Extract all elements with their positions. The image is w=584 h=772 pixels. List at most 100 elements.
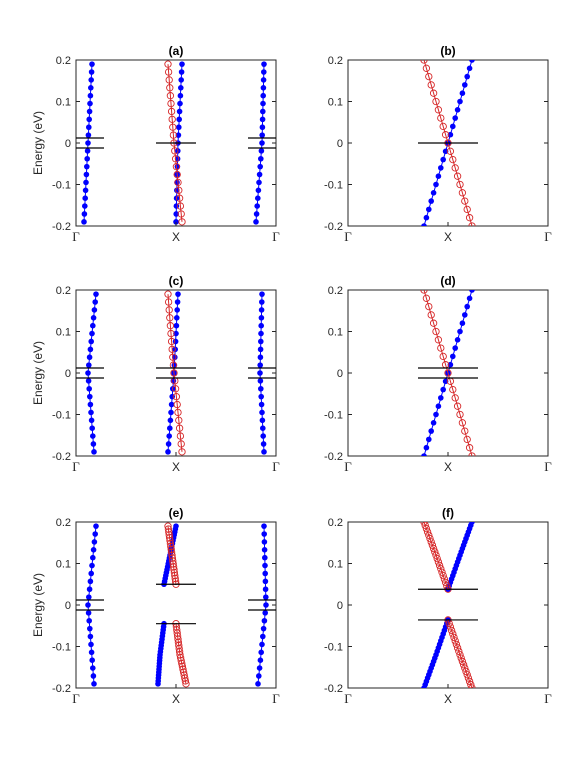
y-tick-label: -0.2 [52, 683, 71, 695]
y-tick-label: 0.2 [56, 55, 71, 67]
data-point [447, 626, 456, 635]
data-point [168, 551, 176, 559]
data-point [433, 181, 439, 188]
data-point [430, 420, 437, 426]
panel-title: (a) [169, 44, 184, 58]
data-point [87, 578, 94, 585]
data-point [462, 312, 468, 318]
data-point [468, 684, 476, 688]
data-point [90, 547, 97, 553]
data-point [261, 523, 267, 529]
x-tick-label: Γ [272, 229, 280, 244]
x-tick-label: X [444, 460, 452, 474]
data-point [89, 657, 95, 663]
data-point [258, 393, 265, 400]
data-point [263, 594, 269, 600]
data-point [164, 68, 173, 76]
data-point [165, 528, 173, 536]
data-point [259, 116, 266, 123]
data-point [258, 307, 265, 313]
data-point [89, 562, 95, 569]
data-point [458, 189, 467, 197]
data-point [452, 115, 459, 121]
series-1 [420, 522, 452, 593]
data-point [459, 90, 466, 96]
series-0 [81, 61, 95, 225]
data-point [257, 163, 264, 170]
data-point [433, 411, 439, 418]
data-point [177, 100, 183, 107]
data-point [174, 178, 182, 187]
data-point [175, 186, 183, 194]
data-point [86, 108, 93, 115]
data-point [457, 98, 463, 105]
data-point [429, 544, 438, 553]
data-point [432, 551, 440, 559]
data-point [261, 531, 268, 537]
data-point [452, 345, 459, 351]
data-point [438, 568, 446, 576]
data-point [421, 453, 427, 456]
data-point [260, 108, 266, 115]
data-point [260, 85, 267, 91]
data-point [90, 554, 96, 561]
data-point [450, 123, 456, 130]
data-point [459, 320, 466, 327]
data-point [465, 444, 474, 452]
data-point [427, 311, 435, 319]
data-point [453, 644, 462, 652]
panel-a: 0.20.10-0.1-0.2Γ X Γ(a)Energy (eV) [31, 44, 280, 244]
data-point [423, 214, 430, 221]
data-point [90, 665, 96, 671]
data-point [167, 425, 173, 431]
axes-frame [347, 521, 549, 689]
data-point [464, 674, 473, 682]
data-point [259, 140, 265, 146]
data-point [85, 370, 91, 376]
y-tick-label: 0.2 [56, 285, 71, 297]
data-point [256, 171, 263, 178]
data-point [169, 563, 178, 571]
data-point [461, 427, 469, 435]
data-point [437, 565, 445, 573]
data-point [429, 89, 438, 97]
data-point [164, 290, 172, 298]
data-point [168, 345, 176, 353]
data-point [179, 61, 185, 67]
data-point [86, 617, 92, 624]
data-point [258, 385, 264, 392]
panel-title: (e) [169, 506, 184, 520]
data-point [167, 337, 176, 346]
data-point [462, 82, 468, 88]
data-point [167, 548, 176, 556]
data-point [257, 378, 264, 384]
data-point [86, 586, 93, 593]
data-point [166, 539, 175, 548]
panel-title: (c) [169, 274, 184, 288]
data-point [170, 369, 178, 377]
data-point [422, 294, 431, 302]
y-axis-label: Energy (eV) [31, 573, 45, 637]
data-point [87, 100, 93, 107]
data-point [155, 681, 161, 687]
data-point [178, 85, 184, 91]
data-point [176, 116, 182, 123]
data-point [166, 84, 174, 92]
y-tick-label: -0.1 [52, 410, 71, 422]
data-point [261, 547, 268, 553]
data-point [165, 531, 173, 539]
data-point [168, 554, 177, 562]
data-point [462, 667, 470, 676]
panel-title: (f) [442, 506, 454, 520]
data-point [175, 424, 184, 432]
data-point [461, 664, 469, 672]
data-point [86, 124, 92, 131]
data-point [88, 85, 94, 91]
data-point [87, 625, 93, 632]
data-point [423, 444, 430, 451]
data-point [442, 378, 449, 385]
x-tick-label: Γ [72, 691, 80, 706]
data-point [85, 140, 91, 146]
data-point [176, 108, 183, 115]
